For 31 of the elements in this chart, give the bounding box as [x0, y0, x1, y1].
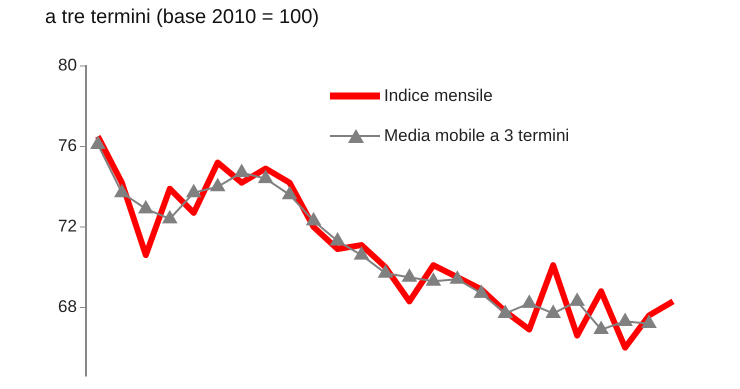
point — [210, 178, 225, 192]
point — [642, 315, 656, 328]
y-tick-label: 72 — [58, 216, 77, 236]
chart-title: a tre termini (base 2010 = 100) — [45, 6, 320, 29]
legend-label: Indice mensile — [384, 86, 493, 106]
point — [90, 136, 105, 149]
point — [546, 305, 560, 318]
point — [282, 186, 297, 200]
point — [306, 212, 321, 226]
point — [474, 285, 488, 298]
point — [354, 247, 369, 260]
point — [186, 184, 201, 198]
point — [594, 322, 608, 334]
point — [378, 265, 393, 278]
point — [498, 305, 512, 318]
point — [138, 200, 153, 214]
y-tick-label: 68 — [58, 297, 77, 316]
y-tick-label: 76 — [58, 136, 77, 156]
point — [258, 170, 273, 184]
point — [402, 269, 416, 282]
point — [114, 184, 129, 198]
point — [522, 295, 536, 308]
legend-label: Media mobile a 3 termini — [384, 126, 570, 146]
point — [162, 210, 177, 224]
point — [426, 273, 440, 286]
point — [450, 271, 464, 284]
point — [234, 164, 249, 178]
point — [570, 293, 584, 306]
point — [618, 313, 632, 326]
y-tick-label: 80 — [58, 56, 77, 75]
point — [330, 233, 345, 246]
